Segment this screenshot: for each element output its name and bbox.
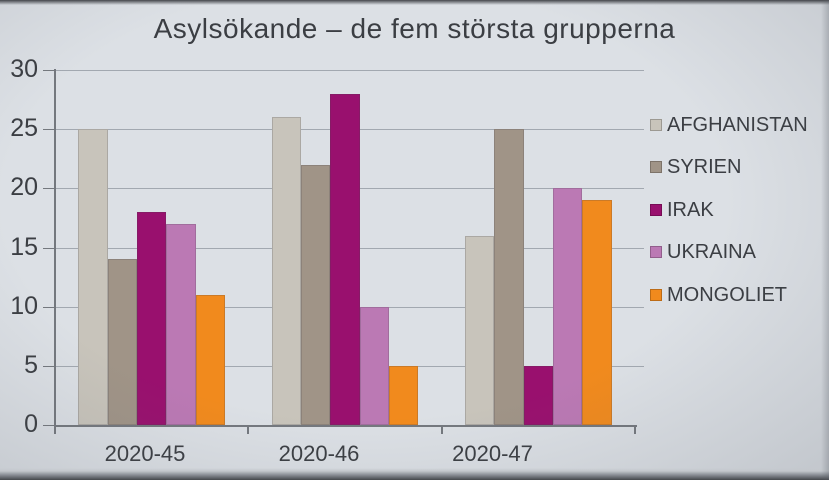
y-tick-10 xyxy=(43,306,55,308)
chart-title: Asylsökande – de fem största grupperna xyxy=(153,13,676,44)
bar-afghanistan-2020-45 xyxy=(78,129,108,425)
y-tick-30 xyxy=(43,70,55,71)
legend-label-irak: IRAK xyxy=(667,198,714,221)
bar-mongoliet-2020-46 xyxy=(389,365,419,425)
x-tick-2 xyxy=(440,427,443,434)
y-axis-label-20: 20 xyxy=(10,173,38,202)
y-tick-15 xyxy=(43,247,55,249)
x-axis-line xyxy=(54,425,637,427)
bar-syrien-2020-46 xyxy=(300,164,331,425)
y-axis-label-10: 10 xyxy=(10,291,38,320)
legend-item-irak: IRAK xyxy=(650,199,714,221)
y-tick-right-25 xyxy=(635,129,644,131)
x-axis-label-2020-47: 2020-47 xyxy=(452,441,533,466)
legend-swatch-syrien xyxy=(650,161,662,174)
legend-swatch-ukraina xyxy=(650,246,662,259)
y-tick-right-5 xyxy=(635,365,644,367)
y-axis-label-25: 25 xyxy=(10,114,38,143)
y-axis-label-5: 5 xyxy=(24,350,38,379)
legend-label-mongoliet: MONGOLIET xyxy=(667,283,788,306)
y-axis-label-0: 0 xyxy=(24,410,38,438)
bar-mongoliet-2020-45 xyxy=(195,294,226,425)
gridline-30 xyxy=(55,70,635,71)
y-tick-20 xyxy=(43,188,55,190)
x-tick-3 xyxy=(634,427,636,434)
legend-item-mongoliet: MONGOLIET xyxy=(650,284,787,306)
y-axis-label-30: 30 xyxy=(10,55,38,83)
legend-swatch-mongoliet xyxy=(650,288,662,301)
x-axis-label-2020-45: 2020-45 xyxy=(104,441,186,466)
legend-item-ukraina: UKRAINA xyxy=(650,241,756,263)
bar-syrien-2020-45 xyxy=(107,259,137,425)
bar-mongoliet-2020-47 xyxy=(582,200,612,425)
y-tick-0 xyxy=(43,425,55,426)
y-tick-right-15 xyxy=(635,247,644,249)
y-tick-right-20 xyxy=(635,188,644,190)
x-axis-label-2020-46: 2020-46 xyxy=(278,441,360,466)
bar-afghanistan-2020-46 xyxy=(271,117,301,425)
bar-irak-2020-46 xyxy=(330,93,360,425)
legend-swatch-irak xyxy=(650,203,662,216)
bar-syrien-2020-47 xyxy=(494,129,524,425)
x-tick-1 xyxy=(247,427,250,434)
y-tick-right-10 xyxy=(635,306,644,308)
y-tick-25 xyxy=(43,129,55,131)
y-tick-right-30 xyxy=(635,70,644,71)
x-tick-0 xyxy=(54,427,56,434)
bar-ukraina-2020-45 xyxy=(166,223,196,425)
y-axis-label-15: 15 xyxy=(10,232,38,261)
bar-afghanistan-2020-47 xyxy=(464,235,495,425)
legend-swatch-afghanistan xyxy=(650,119,662,131)
legend-label-syrien: SYRIEN xyxy=(667,156,742,179)
legend-label-afghanistan: AFGHANISTAN xyxy=(667,114,808,136)
bar-irak-2020-45 xyxy=(136,212,167,425)
legend-item-syrien: SYRIEN xyxy=(650,156,741,178)
y-tick-5 xyxy=(43,365,55,367)
bar-irak-2020-47 xyxy=(523,365,554,425)
bar-ukraina-2020-47 xyxy=(553,188,583,425)
y-axis-line xyxy=(54,69,56,432)
legend-label-ukraina: UKRAINA xyxy=(667,241,756,264)
legend-item-afghanistan: AFGHANISTAN xyxy=(650,114,808,136)
bar-ukraina-2020-46 xyxy=(359,306,390,425)
